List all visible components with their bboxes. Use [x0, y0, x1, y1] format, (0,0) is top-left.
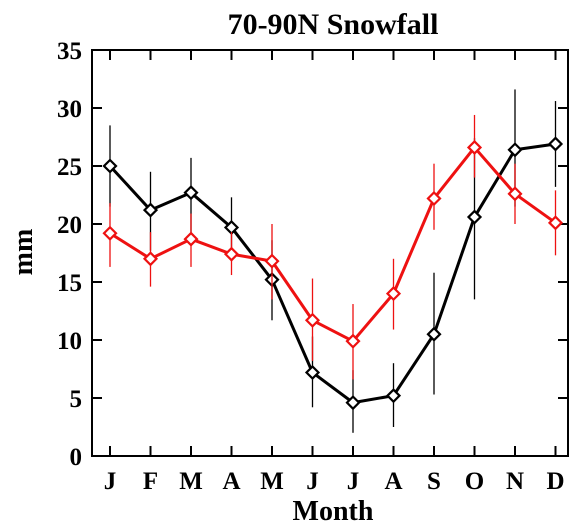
x-tick-label: N — [506, 468, 524, 495]
data-point — [385, 286, 402, 302]
series-layer — [102, 89, 564, 433]
data-point — [507, 142, 523, 158]
x-axis-title: Month — [293, 496, 374, 524]
data-point — [264, 253, 280, 269]
data-point — [547, 215, 564, 231]
data-point — [466, 209, 483, 225]
data-point — [507, 186, 523, 202]
data-point — [142, 202, 159, 218]
series-2 — [102, 114, 564, 380]
x-tick-label: A — [222, 468, 240, 495]
data-point — [385, 388, 402, 404]
data-point — [183, 185, 199, 201]
series-line — [109, 145, 557, 343]
x-tick-label: A — [384, 468, 402, 495]
x-tick-label: S — [427, 468, 441, 495]
y-tick-label: 30 — [57, 96, 82, 123]
data-point — [304, 364, 321, 381]
data-point — [426, 326, 442, 342]
x-tick-label: J — [104, 468, 117, 495]
data-point — [183, 231, 199, 247]
plot-frame — [91, 49, 569, 457]
data-point — [304, 312, 321, 328]
y-tick-label: 5 — [70, 386, 83, 413]
x-tick-label: O — [465, 468, 484, 495]
data-point — [102, 225, 118, 241]
y-axis-title: mm — [8, 229, 39, 276]
data-point — [547, 136, 564, 152]
data-point — [345, 333, 361, 349]
y-tick-label: 0 — [70, 444, 83, 471]
data-point — [142, 251, 159, 267]
x-tick-label: D — [546, 468, 564, 495]
series-1 — [102, 89, 564, 433]
y-tick-label: 15 — [57, 270, 82, 297]
series-line — [108, 142, 556, 405]
x-tick-label: M — [260, 468, 284, 495]
x-tick-label: J — [306, 468, 319, 495]
y-tick-label: 10 — [57, 328, 82, 355]
data-point — [102, 158, 118, 174]
x-tick-label: M — [179, 468, 203, 495]
x-tick-label: J — [347, 468, 360, 495]
y-tick-label: 20 — [57, 212, 82, 239]
data-point — [426, 190, 442, 207]
x-tick-label: F — [143, 468, 158, 495]
data-point — [223, 246, 240, 262]
y-tick-label: 25 — [57, 154, 82, 181]
chart-title: 70-90N Snowfall — [228, 8, 439, 41]
y-tick-label: 35 — [57, 38, 82, 65]
data-point — [466, 139, 483, 155]
data-point — [345, 395, 361, 411]
